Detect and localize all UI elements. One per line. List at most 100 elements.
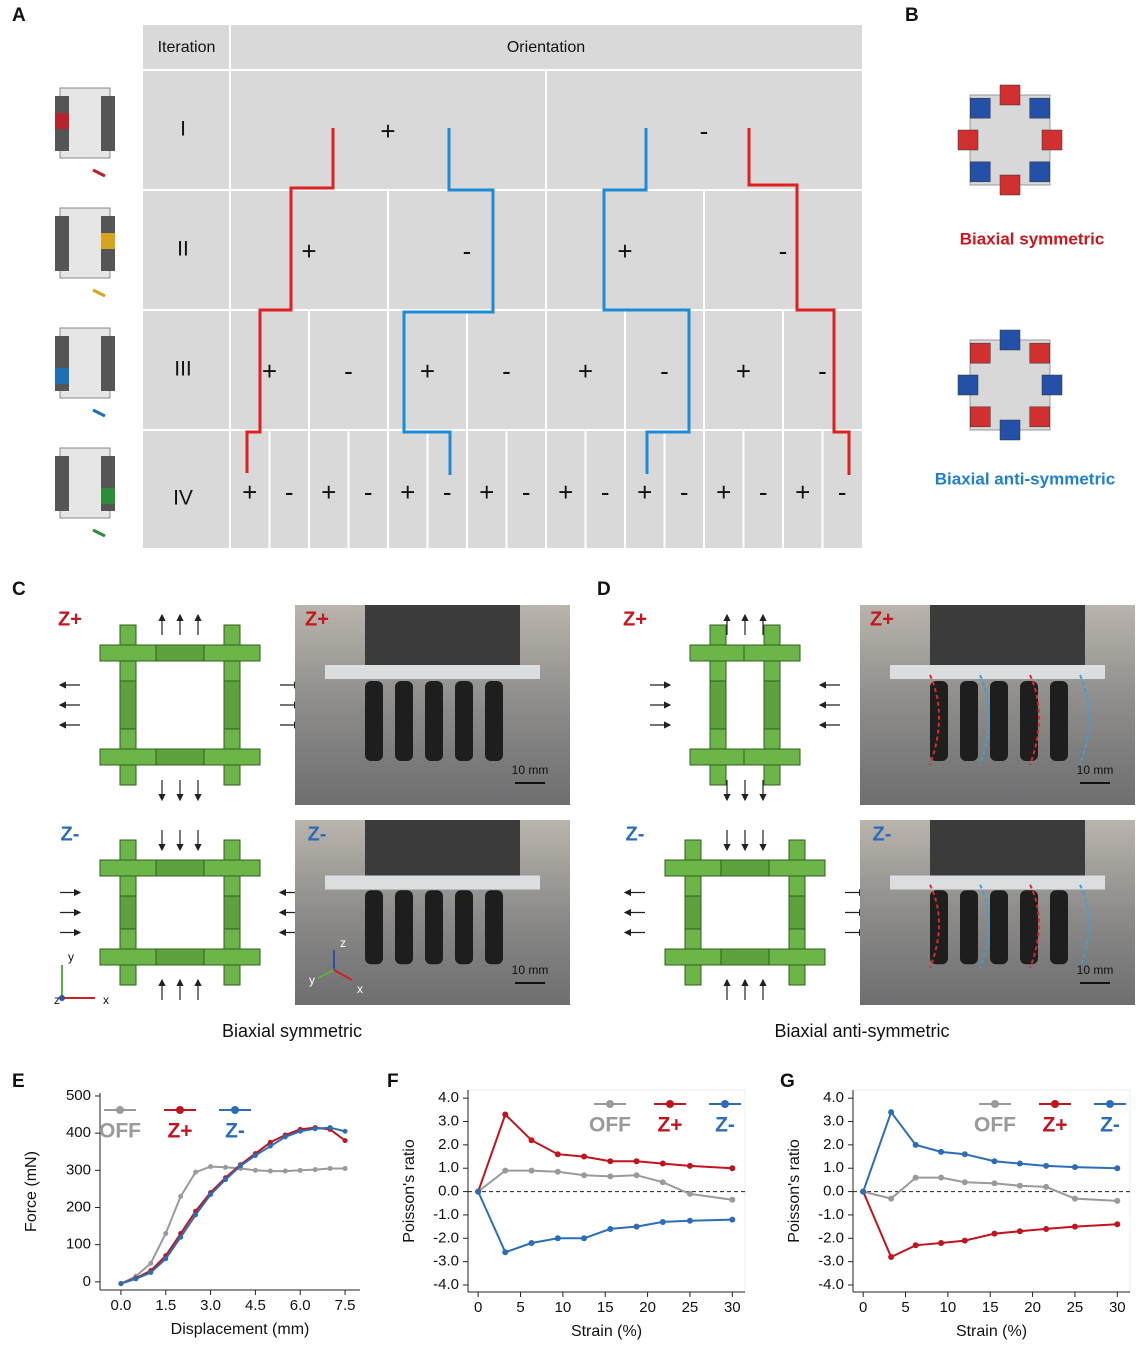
panel-label: E (12, 1071, 25, 1092)
data-point (283, 1169, 288, 1174)
icon-block (101, 488, 115, 504)
data-point (913, 1242, 919, 1248)
caption: Biaxial anti-symmetric (774, 1021, 949, 1041)
data-point (529, 1137, 535, 1143)
y-tick-label: -4.0 (818, 1276, 844, 1293)
data-point (1114, 1221, 1120, 1227)
data-point (1114, 1198, 1120, 1204)
data-point (298, 1168, 303, 1173)
orientation-sign: + (558, 477, 573, 507)
cube-block (1000, 85, 1020, 105)
data-point (938, 1175, 944, 1181)
x-tick-label: 0 (474, 1299, 482, 1316)
y-tick-label: 4.0 (438, 1089, 459, 1106)
y-tick-label: 100 (66, 1236, 91, 1253)
data-point (729, 1165, 735, 1171)
data-point (729, 1217, 735, 1223)
orientation-sign: - (680, 477, 689, 507)
legend-swatch (721, 1100, 729, 1108)
x-tick-label: 5 (516, 1299, 524, 1316)
y-tick-label: 500 (66, 1087, 91, 1104)
x-tick-label: 1.5 (155, 1297, 176, 1314)
data-point (729, 1197, 735, 1203)
y-tick-label: 200 (66, 1198, 91, 1215)
scale-label: 10 mm (512, 963, 549, 977)
cube-block (970, 98, 990, 118)
icon-block (55, 113, 69, 129)
orientation-sign: + (420, 356, 435, 386)
legend-label: Z- (225, 1120, 245, 1143)
data-point (888, 1109, 894, 1115)
legend-swatch (991, 1100, 999, 1108)
x-tick-label: 15 (982, 1299, 999, 1316)
data-point (268, 1169, 273, 1174)
orientation-sign: + (262, 356, 277, 386)
orientation-sign: - (344, 356, 353, 386)
series-line (863, 1192, 1117, 1257)
photo-plate (325, 665, 540, 679)
data-point (607, 1158, 613, 1164)
orientation-sign: + (795, 477, 810, 507)
orientation-sign: + (400, 477, 415, 507)
data-point (1017, 1228, 1023, 1234)
orientation-sign: - (779, 236, 788, 266)
orientation-sign: + (637, 477, 652, 507)
caption: Biaxial symmetric (222, 1021, 362, 1041)
icon-arrow (93, 170, 105, 176)
photo-label: Z- (308, 823, 327, 845)
lattice-node (100, 645, 156, 661)
data-point (178, 1235, 183, 1240)
panel-label: A (12, 5, 26, 26)
x-tick-label: 25 (682, 1299, 699, 1316)
data-point (991, 1231, 997, 1237)
iteration-label: III (174, 358, 192, 381)
legend-swatch (666, 1100, 674, 1108)
triad-label: z (54, 993, 60, 1007)
data-point (888, 1196, 894, 1202)
series-line (478, 1171, 732, 1200)
x-tick-label: 7.5 (335, 1297, 356, 1314)
orientation-sign: + (321, 477, 336, 507)
legend-swatch (606, 1100, 614, 1108)
photo-lattice (425, 681, 443, 761)
x-tick-label: 25 (1067, 1299, 1084, 1316)
lattice-node (665, 860, 721, 876)
photo-lattice (1020, 681, 1038, 761)
photo-lattice (395, 890, 413, 964)
y-tick-label: 1.0 (438, 1159, 459, 1176)
photo-lattice (990, 681, 1008, 761)
icon-block (101, 233, 115, 249)
legend-label: Z+ (167, 1120, 192, 1143)
data-point (1072, 1196, 1078, 1202)
y-tick-label: 0.0 (438, 1183, 459, 1200)
orientation-sign: - (502, 356, 511, 386)
data-point (581, 1235, 587, 1241)
data-point (634, 1158, 640, 1164)
photo-plate (890, 665, 1105, 679)
x-axis-title: Displacement (mm) (171, 1321, 310, 1338)
cube-block (1000, 175, 1020, 195)
diagram-label: Z+ (58, 608, 82, 630)
y-tick-label: 2.0 (438, 1136, 459, 1153)
data-point (634, 1224, 640, 1230)
y-tick-label: 1.0 (823, 1159, 844, 1176)
data-point (268, 1144, 273, 1149)
x-axis-title: Strain (%) (956, 1323, 1027, 1340)
x-axis-title: Strain (%) (571, 1323, 642, 1340)
icon-arrow (93, 410, 105, 416)
diagram-label: Z- (61, 823, 80, 845)
data-point (581, 1172, 587, 1178)
photo-lattice (960, 681, 978, 761)
cube-block (970, 343, 990, 363)
y-tick-label: 300 (66, 1161, 91, 1178)
data-point (223, 1177, 228, 1182)
data-point (163, 1231, 168, 1236)
data-point (581, 1154, 587, 1160)
data-point (660, 1161, 666, 1167)
x-tick-label: 20 (639, 1299, 656, 1316)
cube-block (1030, 98, 1050, 118)
x-tick-label: 0.0 (110, 1297, 131, 1314)
data-point (208, 1192, 213, 1197)
icon-arrow (93, 530, 105, 536)
orientation-sign: + (479, 477, 494, 507)
